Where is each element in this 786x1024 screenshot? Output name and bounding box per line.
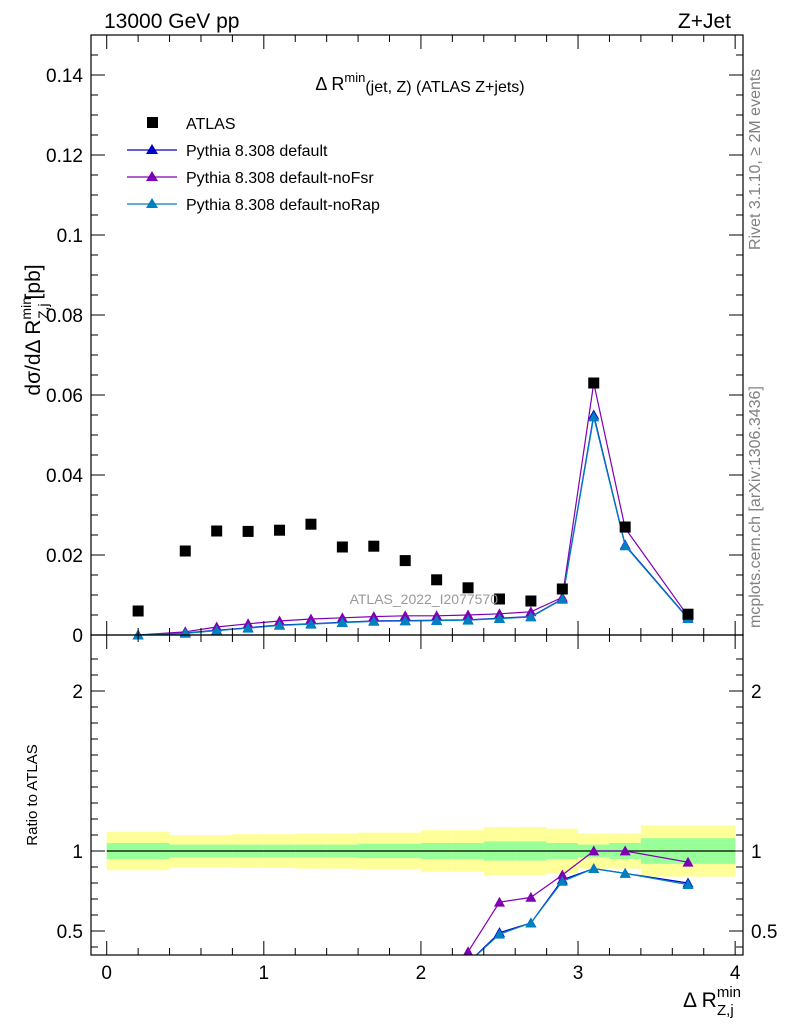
ratio-xtick-label: 1 [259, 963, 270, 984]
series-point-2 [305, 613, 317, 624]
atlas-data-point [399, 555, 411, 567]
ratio-ytick-label: 0.5 [57, 922, 83, 943]
legend-marker-nofsr [146, 171, 158, 181]
series-point-3 [588, 411, 600, 422]
series-point-3 [493, 613, 505, 623]
series-point-2 [462, 609, 474, 620]
ratio-xtick-label: 4 [730, 963, 741, 984]
ratio-series-point-2 [619, 867, 631, 878]
main-ytick-label: 0.12 [46, 146, 83, 167]
series-point-3 [242, 622, 254, 633]
ratio-xtick-label: 2 [416, 963, 427, 984]
series-point-3 [556, 593, 568, 604]
ratio-series-point-1 [493, 896, 505, 907]
ratio-series-point-1 [619, 845, 631, 856]
atlas-data-point [242, 525, 254, 537]
main-ytick-label: 0 [72, 626, 83, 647]
ratio-series-point-1 [525, 891, 537, 902]
legend-marker-norap [146, 198, 158, 208]
chart-title: Δ Rmin(jet, Z) (ATLAS Z+jets) [315, 70, 524, 96]
series-point-3 [462, 614, 474, 625]
ratio-ylabel: Ratio to ATLAS [24, 744, 41, 845]
main-ylabel: dσ/dΔ RminZ,j[pb] [18, 264, 51, 395]
atlas-data-point [179, 545, 191, 557]
series-point-3 [211, 625, 223, 635]
ratio-frame [90, 634, 744, 956]
atlas-data-point [525, 595, 537, 607]
atlas-data-point [368, 540, 380, 552]
ratio-ytick-label-right: 0.5 [751, 922, 777, 943]
atlas-data-point [274, 524, 286, 536]
ratio-panel: 0.5 0.5 1 1 2 2 0 1 2 3 4 Ratio to ATLAS Δ Rmin Z,j [24, 634, 777, 1019]
mcplots-label: mcplots.cern.ch [arXiv:1306.3436] [747, 386, 764, 628]
main-ytick-label: 0.1 [57, 226, 83, 247]
main-ytick-label: 0.06 [46, 386, 83, 407]
atlas-data-point [431, 574, 443, 586]
main-ytick-label: 0.04 [46, 466, 83, 487]
ratio-plot-marks [106, 825, 736, 968]
main-ytick-label: 0.02 [46, 546, 83, 567]
legend-marker-atlas [147, 117, 158, 128]
ratio-ytick-label: 2 [72, 682, 83, 703]
main-ytick-label: 0.14 [46, 66, 83, 87]
rivet-label: Rivet 3.1.10, ≥ 2M events [747, 69, 764, 250]
ratio-xtick-label: 3 [573, 963, 584, 984]
series-point-3 [336, 617, 348, 627]
legend-label-atlas: ATLAS [186, 116, 236, 133]
ratio-ytick-label-right: 2 [751, 682, 762, 703]
main-ytick-label: 0.08 [46, 306, 83, 327]
ratio-series-point-1 [588, 845, 600, 856]
atlas-data-point [211, 525, 223, 537]
ratio-series-point-2 [588, 863, 600, 873]
series-point-3 [305, 618, 317, 629]
main-axis-ticks: 0 0.02 0.04 0.06 0.08 0.1 0.12 0.14 [46, 34, 743, 647]
ratio-series-point-1 [463, 946, 473, 955]
series-point-3 [619, 540, 631, 551]
series-point-2 [525, 606, 537, 617]
series-point-3 [431, 615, 443, 625]
ratio-series-point-2 [463, 958, 474, 968]
series-point-3 [525, 611, 537, 622]
ratio-xtick-label: 0 [101, 963, 112, 984]
legend-label-default: Pythia 8.308 default [186, 143, 328, 160]
ratio-series-point-2 [525, 917, 537, 928]
series-point-3 [399, 615, 411, 626]
atlas-data-point [619, 521, 631, 533]
ratio-series-point-2 [493, 928, 505, 939]
atlas-data-point [336, 541, 348, 553]
legend-label-nofsr: Pythia 8.308 default-noFsr [186, 170, 374, 187]
legend-label-norap: Pythia 8.308 default-noRap [186, 197, 380, 214]
series-point-2 [399, 610, 411, 621]
watermark: ATLAS_2022_I2077570 [350, 591, 499, 607]
ratio-series-point-0 [463, 958, 474, 968]
ratio-ytick-label: 1 [72, 842, 83, 863]
ratio-series-point-2 [556, 875, 568, 886]
atlas-data-point [462, 582, 474, 594]
ratio-series-point-1 [556, 869, 568, 880]
atlas-data-point [132, 605, 144, 617]
atlas-data-point [682, 608, 694, 620]
legend: ATLAS Pythia 8.308 default Pythia 8.308 … [127, 116, 380, 214]
header-left: 13000 GeV pp [104, 10, 239, 33]
legend-marker-default [146, 144, 158, 154]
ratio-axis-ticks: 0.5 0.5 1 1 2 2 0 1 2 3 4 [57, 635, 777, 984]
series-point-3 [368, 615, 380, 626]
ratio-series-point-2 [682, 879, 694, 889]
main-panel: 0 0.02 0.04 0.06 0.08 0.1 0.12 0.14 ATLAS_2022_… [18, 34, 744, 647]
series-point-3 [274, 619, 286, 630]
ratio-xlabel: Δ Rmin Z,j [683, 984, 741, 1019]
atlas-data-point [556, 583, 568, 595]
header-right: Z+Jet [678, 10, 731, 33]
ratio-series-point-1 [682, 856, 694, 867]
ratio-ytick-label-right: 1 [751, 842, 762, 863]
atlas-data-point [305, 518, 317, 530]
atlas-data-point [493, 593, 505, 605]
atlas-data-point [588, 377, 600, 389]
